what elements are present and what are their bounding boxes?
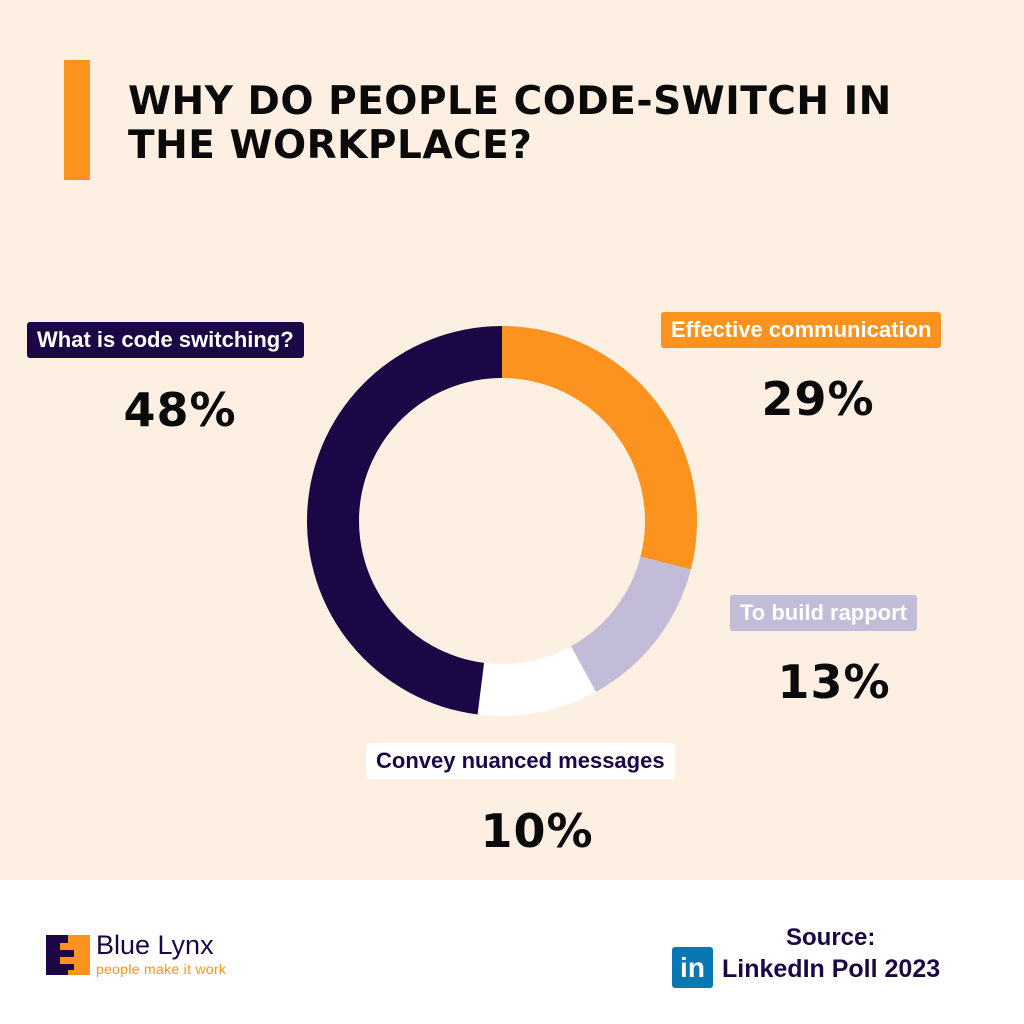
donut-chart (306, 326, 697, 716)
value-effective-communication: 29% (761, 372, 875, 426)
brand-name: Blue Lynx (96, 930, 214, 960)
source-label: Source: (786, 924, 876, 951)
label-to-build-rapport: To build rapport (730, 595, 918, 631)
value-what-is-code-switching: 48% (123, 383, 237, 437)
brand-tagline: people make it work (96, 961, 227, 977)
segment-what-is-code-switching (306, 326, 502, 715)
title-accent-bar (64, 60, 90, 180)
source-text: LinkedIn Poll 2023 (722, 955, 941, 983)
label-effective-communication: Effective communication (661, 312, 942, 348)
segment-convey-nuanced-messages (477, 646, 596, 716)
blue-lynx-logo-icon (46, 935, 90, 975)
label-convey-nuanced-messages: Convey nuanced messages (366, 743, 675, 779)
infographic-panel (0, 0, 1024, 880)
footer (0, 880, 1024, 1024)
page-title: WHY DO PEOPLE CODE-SWITCH IN THE WORKPLA… (128, 79, 892, 168)
value-convey-nuanced-messages: 10% (480, 804, 594, 858)
segment-effective-communication (502, 326, 697, 570)
value-to-build-rapport: 13% (777, 655, 891, 709)
linkedin-icon: in (672, 947, 713, 988)
label-what-is-code-switching: What is code switching? (27, 322, 304, 358)
segment-to-build-rapport (570, 556, 691, 692)
